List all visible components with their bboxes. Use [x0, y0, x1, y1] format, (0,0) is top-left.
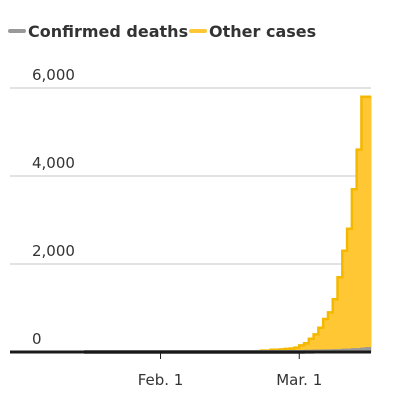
x-axis-tick-labels: Feb. 1 Mar. 1: [138, 353, 322, 389]
series-line-other-cases: [84, 95, 371, 354]
y-axis-tick-labels: 6,000 4,000 2,000 0: [32, 66, 75, 348]
y-tick-label-0: 0: [32, 330, 42, 348]
legend-label-confirmed-deaths: Confirmed deaths: [28, 22, 188, 41]
y-tick-label-4-000: 4,000: [32, 154, 75, 172]
series-layer: [84, 95, 372, 354]
y-tick-label-6-000: 6,000: [32, 66, 75, 84]
legend-label-other-cases: Other cases: [209, 22, 316, 41]
legend: Confirmed deaths Other cases: [8, 22, 316, 41]
y-tick-label-2-000: 2,000: [32, 242, 75, 260]
x-tick-label-feb-1: Feb. 1: [138, 371, 184, 389]
gridlines: [10, 87, 371, 265]
x-tick-label-mar-1: Mar. 1: [276, 371, 322, 389]
